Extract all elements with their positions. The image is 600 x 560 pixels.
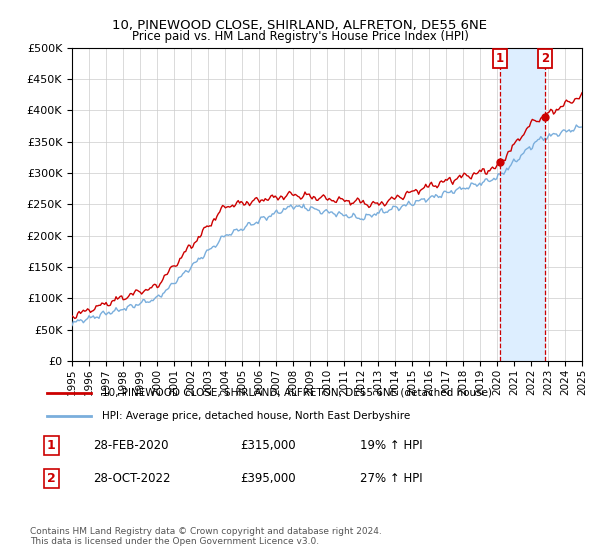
Text: 2: 2: [47, 472, 55, 486]
Text: 2: 2: [541, 52, 549, 65]
Bar: [500, 48, 545, 361]
Text: 28-FEB-2020: 28-FEB-2020: [93, 438, 169, 452]
Point: [540, 113, 550, 122]
Text: 27% ↑ HPI: 27% ↑ HPI: [360, 472, 422, 486]
Text: 1: 1: [47, 438, 55, 452]
Text: 28-OCT-2022: 28-OCT-2022: [93, 472, 170, 486]
Point: [495, 158, 505, 167]
Text: 1: 1: [496, 52, 504, 65]
Text: 10, PINEWOOD CLOSE, SHIRLAND, ALFRETON, DE55 6NE: 10, PINEWOOD CLOSE, SHIRLAND, ALFRETON, …: [113, 18, 487, 32]
Text: HPI: Average price, detached house, North East Derbyshire: HPI: Average price, detached house, Nort…: [101, 411, 410, 421]
Text: Contains HM Land Registry data © Crown copyright and database right 2024.
This d: Contains HM Land Registry data © Crown c…: [30, 526, 382, 546]
Text: 10, PINEWOOD CLOSE, SHIRLAND, ALFRETON, DE55 6NE (detached house): 10, PINEWOOD CLOSE, SHIRLAND, ALFRETON, …: [101, 388, 491, 398]
Text: 19% ↑ HPI: 19% ↑ HPI: [360, 438, 422, 452]
Text: £315,000: £315,000: [240, 438, 296, 452]
Text: Price paid vs. HM Land Registry's House Price Index (HPI): Price paid vs. HM Land Registry's House …: [131, 30, 469, 43]
Text: £395,000: £395,000: [240, 472, 296, 486]
